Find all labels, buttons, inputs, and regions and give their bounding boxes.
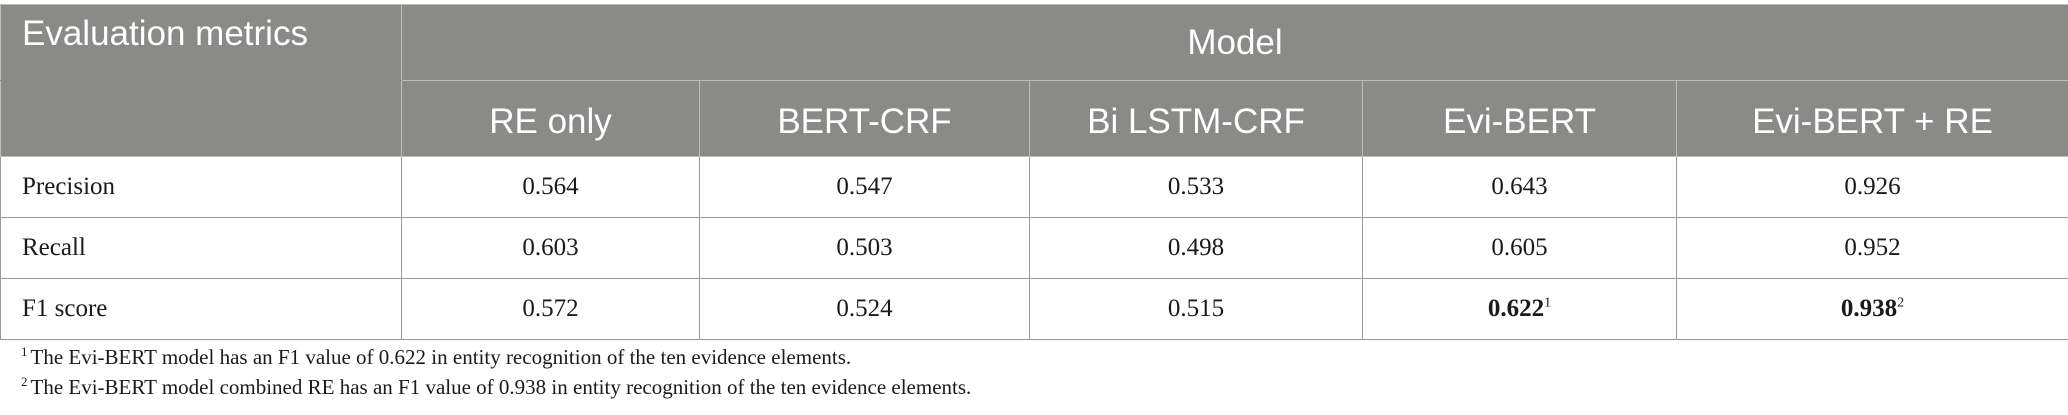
footnote-2: 2 The Evi-BERT model combined RE has an F… [21, 372, 971, 402]
table-cell: 0.533 [1029, 156, 1363, 218]
footnote-text: The Evi-BERT model combined RE has an F1… [30, 375, 972, 399]
footnote-marker: 1 [1544, 295, 1552, 311]
header-row-group: Evaluation metrics Model [0, 4, 2068, 81]
footnote-1: 1 The Evi-BERT model has an F1 value of 0… [21, 342, 971, 372]
table-cell: 0.952 [1676, 217, 2068, 279]
table-cell: 0.524 [699, 278, 1030, 340]
evaluation-metrics-header: Evaluation metrics [0, 4, 402, 81]
table-cell: 0.498 [1029, 217, 1363, 279]
column-header-re-only: RE only [401, 80, 700, 157]
table-row-recall: Recall 0.603 0.503 0.498 0.605 0.952 [0, 217, 2068, 279]
table-cell: 0.572 [401, 278, 700, 340]
table-cell: 0.547 [699, 156, 1030, 218]
footnote-text: The Evi-BERT model has an F1 value of 0.… [30, 345, 852, 369]
table-cell: 0.603 [401, 217, 700, 279]
row-label-precision: Precision [0, 156, 402, 218]
column-header-bert-crf: BERT-CRF [699, 80, 1030, 157]
table-cell: 0.515 [1029, 278, 1363, 340]
table-row-f1-score: F1 score 0.572 0.524 0.515 0.6221 0.9382 [0, 278, 2068, 340]
table-row-precision: Precision 0.564 0.547 0.533 0.643 0.926 [0, 156, 2068, 218]
column-header-bilstm-crf: Bi LSTM-CRF [1029, 80, 1363, 157]
table-cell: 0.605 [1362, 217, 1677, 279]
header-row-columns: RE only BERT-CRF Bi LSTM-CRF Evi-BERT Ev… [0, 80, 2068, 157]
table-cell-evi-bert-re-f1: 0.9382 [1676, 278, 2068, 340]
column-header-evi-bert-re: Evi-BERT + RE [1676, 80, 2068, 157]
table-footnotes: 1 The Evi-BERT model has an F1 value of 0… [21, 342, 971, 402]
bold-value: 0.938 [1840, 295, 1898, 322]
footnote-marker: 2 [21, 374, 28, 389]
model-group-header: Model [401, 4, 2068, 81]
table-cell: 0.564 [401, 156, 700, 218]
footnote-marker: 2 [1897, 295, 1905, 311]
row-label-recall: Recall [0, 217, 402, 279]
column-header-evi-bert: Evi-BERT [1362, 80, 1677, 157]
header-spacer-cell [0, 80, 402, 157]
table-cell: 0.503 [699, 217, 1030, 279]
footnote-marker: 1 [21, 344, 28, 359]
row-label-f1-score: F1 score [0, 278, 402, 340]
evaluation-metrics-table: Evaluation metrics Model RE only BERT-CR… [0, 4, 2068, 340]
table-cell: 0.643 [1362, 156, 1677, 218]
bold-value: 0.622 [1487, 295, 1545, 322]
table-cell-evi-bert-f1: 0.6221 [1362, 278, 1677, 340]
table-cell: 0.926 [1676, 156, 2068, 218]
